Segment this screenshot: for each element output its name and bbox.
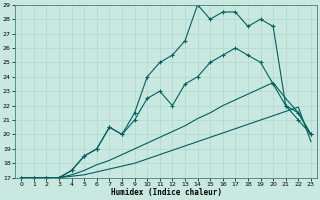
X-axis label: Humidex (Indice chaleur): Humidex (Indice chaleur) <box>111 188 221 197</box>
